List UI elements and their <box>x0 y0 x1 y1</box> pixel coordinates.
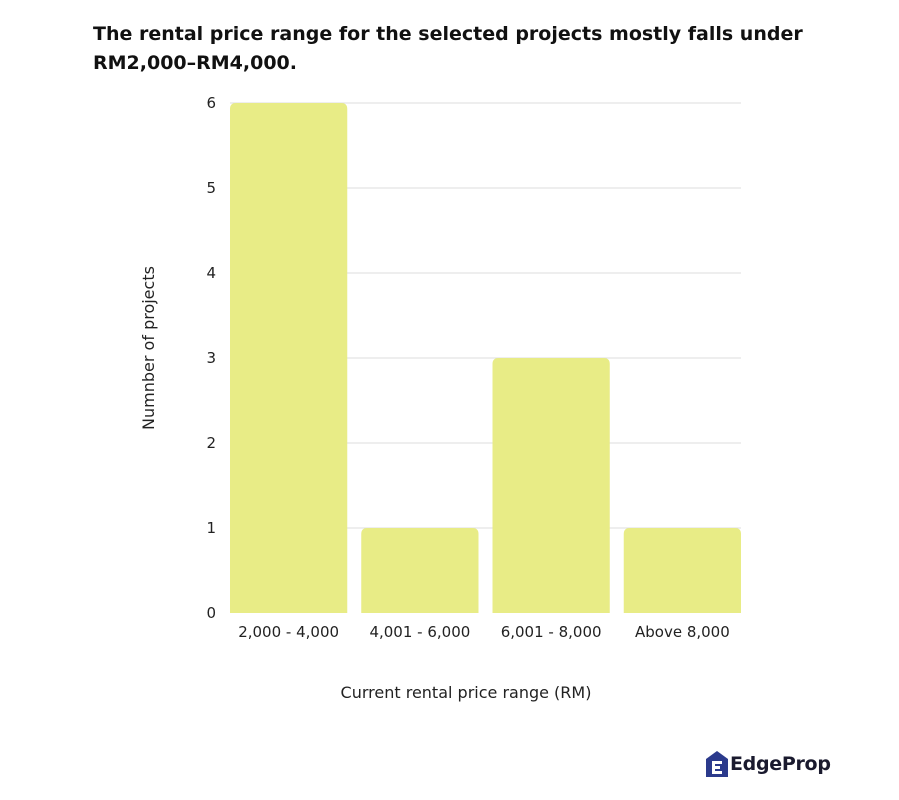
bar-2 <box>361 528 479 613</box>
logo-text: EdgeProp <box>730 753 831 775</box>
y-tick-label: 2 <box>206 434 216 452</box>
x-axis-ticks: 2,000 - 4,000 4,001 - 6,000 6,001 - 8,000 A… <box>238 623 730 641</box>
chart-title: The rental price range for the selected … <box>93 23 803 74</box>
x-axis-label: Current rental price range (RM) <box>341 683 592 702</box>
y-tick-label: 5 <box>206 179 216 197</box>
y-tick-label: 1 <box>206 519 216 537</box>
edgeprop-house-e-icon <box>706 751 728 777</box>
y-tick-label: 4 <box>206 264 216 282</box>
x-tick-label: 2,000 - 4,000 <box>238 623 339 641</box>
y-tick-label: 0 <box>206 604 216 622</box>
y-axis-ticks: 0 1 2 3 4 5 6 <box>206 94 216 622</box>
x-tick-label: Above 8,000 <box>635 623 730 641</box>
y-axis-label: Numnber of projects <box>139 266 158 430</box>
bar-4 <box>623 528 741 613</box>
bar-1 <box>230 103 348 613</box>
y-tick-label: 3 <box>206 349 216 367</box>
y-tick-label: 6 <box>206 94 216 112</box>
bars <box>230 103 741 613</box>
bar-3 <box>492 358 610 613</box>
edgeprop-logo: EdgeProp <box>706 749 831 779</box>
x-tick-label: 4,001 - 6,000 <box>369 623 470 641</box>
bar-chart: 0 1 2 3 4 5 6 2,000 - 4,000 4,001 - 6,000 6,001 … <box>139 94 741 702</box>
x-tick-label: 6,001 - 8,000 <box>501 623 602 641</box>
